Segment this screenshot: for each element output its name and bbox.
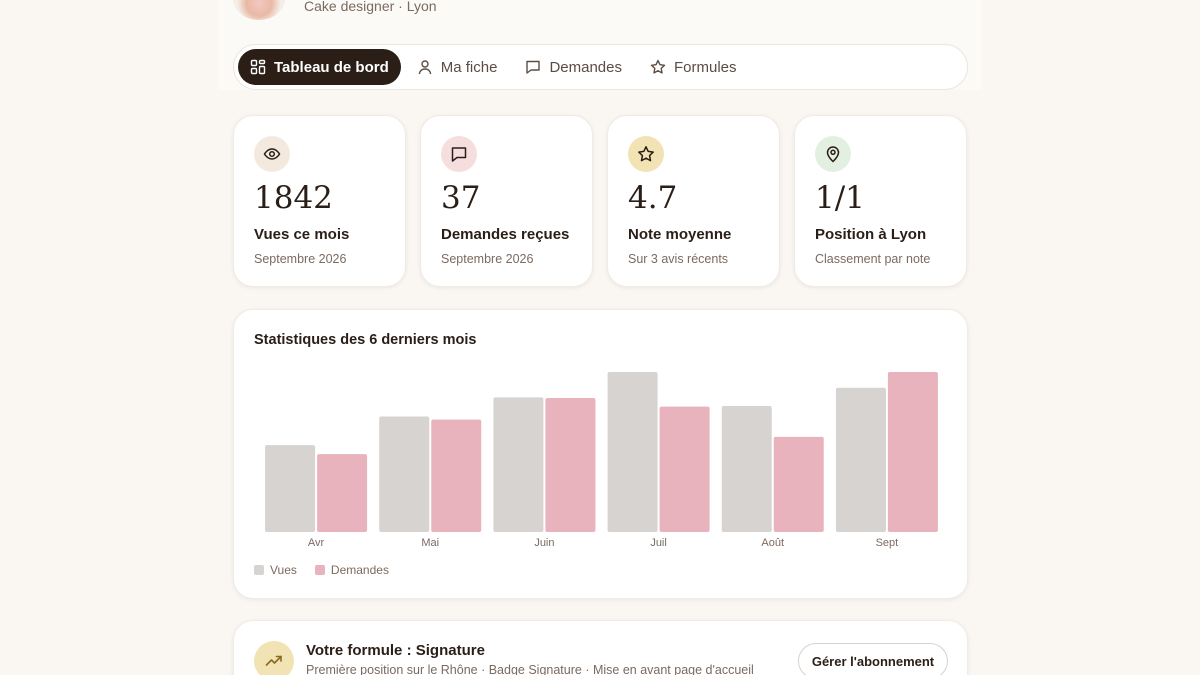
stats-chart-card: Statistiques des 6 derniers mois Avr Mai J… xyxy=(233,309,968,599)
stat-card-views: 1842 Vues ce mois Septembre 2026 xyxy=(233,115,406,287)
bar-vues-2 xyxy=(493,397,544,532)
message-icon xyxy=(441,136,477,172)
stat-label: Position à Lyon xyxy=(815,226,927,243)
eye-icon xyxy=(254,136,290,172)
x-tick-label: Août xyxy=(761,537,784,549)
tab-formules[interactable]: Formules xyxy=(638,49,749,85)
legend-swatch xyxy=(314,565,325,575)
stat-sub: Classement par note xyxy=(815,252,931,266)
star-icon xyxy=(650,59,666,74)
bar-vues-1 xyxy=(379,416,430,532)
tab-bar: Tableau de bord Ma fiche Demandes Formul… xyxy=(233,44,968,90)
stat-card-position: 1/1 Position à Lyon Classement par note xyxy=(794,115,967,287)
bar-demandes-3 xyxy=(659,406,710,532)
stat-value: 4.7 xyxy=(628,180,678,216)
x-tick-label: Sept xyxy=(876,537,899,549)
bar-demandes-1 xyxy=(431,419,482,532)
stat-label: Demandes reçues xyxy=(441,226,570,243)
stat-value: 37 xyxy=(441,180,481,216)
stat-value: 1/1 xyxy=(815,180,865,216)
bar-vues-5 xyxy=(835,387,886,532)
trending-up-icon xyxy=(254,641,294,675)
plan-description: Première position sur le Rhône · Badge S… xyxy=(306,663,754,675)
legend-swatch xyxy=(254,565,264,575)
stat-label: Note moyenne xyxy=(628,226,732,243)
tab-label: Demandes xyxy=(549,58,622,76)
stat-sub: Septembre 2026 xyxy=(254,252,347,266)
bar-vues-3 xyxy=(607,372,658,532)
x-tick-label: Mai xyxy=(421,537,439,549)
tab-label: Tableau de bord xyxy=(274,58,389,76)
chart-title: Statistiques des 6 derniers mois xyxy=(254,332,477,348)
tab-label: Formules xyxy=(673,58,737,76)
x-tick-label: Juil xyxy=(650,537,667,549)
legend-item-demandes: Demandes xyxy=(314,563,389,577)
profile-subtitle: Cake designer · Lyon xyxy=(304,0,437,14)
bar-demandes-2 xyxy=(545,397,596,532)
plan-title: Votre formule : Signature xyxy=(306,642,485,659)
x-tick-label: Juin xyxy=(534,537,554,549)
bar-demandes-4 xyxy=(773,436,824,532)
user-icon xyxy=(418,60,431,75)
manage-subscription-button[interactable]: Gérer l'abonnement xyxy=(798,643,948,675)
plan-card: Votre formule : Signature Première posit… xyxy=(233,620,968,675)
tab-demandes[interactable]: Demandes xyxy=(513,49,634,85)
bar-chart: Avr Mai Juin Juil Août Sept xyxy=(265,372,938,549)
stat-sub: Sur 3 avis récents xyxy=(628,252,729,266)
bar-demandes-0 xyxy=(317,454,368,532)
legend-label: Demandes xyxy=(330,563,389,577)
avatar[interactable] xyxy=(233,0,285,20)
bar-vues-4 xyxy=(721,406,772,532)
x-tick-label: Avr xyxy=(308,537,325,549)
stat-card-requests: 37 Demandes reçues Septembre 2026 xyxy=(420,115,593,287)
chart-legend: Vues Demandes xyxy=(254,563,389,577)
tab-label: Ma fiche xyxy=(440,58,498,76)
star-icon xyxy=(628,136,664,172)
stat-value: 1842 xyxy=(254,180,333,216)
map-pin-icon xyxy=(815,136,851,172)
bar-vues-0 xyxy=(265,445,316,532)
legend-label: Vues xyxy=(270,563,297,577)
bar-demandes-5 xyxy=(887,372,938,532)
legend-item-vues: Vues xyxy=(254,563,297,577)
tab-ma-fiche[interactable]: Ma fiche xyxy=(405,49,510,85)
stat-label: Vues ce mois xyxy=(254,226,350,243)
tab-tableau-de-bord[interactable]: Tableau de bord xyxy=(238,49,401,85)
stat-card-rating: 4.7 Note moyenne Sur 3 avis récents xyxy=(607,115,780,287)
message-icon xyxy=(526,60,541,74)
stat-sub: Septembre 2026 xyxy=(441,252,534,266)
dashboard-icon xyxy=(250,59,266,75)
